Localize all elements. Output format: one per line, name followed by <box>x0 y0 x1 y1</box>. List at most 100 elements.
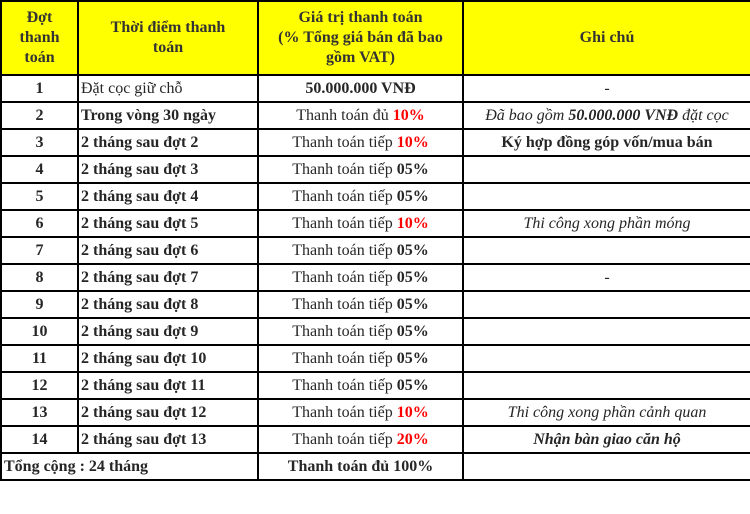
table-row: 10 2 tháng sau đợt 9 Thanh toán tiếp 05% <box>0 317 750 346</box>
text-segment: 10% <box>396 214 429 232</box>
text-segment: Thanh toán tiếp <box>292 133 397 151</box>
value-cell: Thanh toán đủ 10% <box>257 101 464 130</box>
time-cell: 2 tháng sau đợt 7 <box>77 263 259 292</box>
table-row: 3 2 tháng sau đợt 2 Thanh toán tiếp 10% … <box>0 128 750 157</box>
total-label-cell: Tổng cộng : 24 tháng <box>0 452 259 481</box>
note-cell: Ký hợp đồng góp vốn/mua bán <box>462 128 750 157</box>
note-cell: Thi công xong phần móng <box>462 209 750 238</box>
note-cell: Đã bao gồm 50.000.000 VNĐ đặt cọc <box>462 101 750 130</box>
value-cell: Thanh toán tiếp 05% <box>257 317 464 346</box>
table-row: 12 2 tháng sau đợt 11 Thanh toán tiếp 05… <box>0 371 750 400</box>
text-segment: Thanh toán tiếp <box>292 214 397 232</box>
table-row: 6 2 tháng sau đợt 5 Thanh toán tiếp 10% … <box>0 209 750 238</box>
stage-cell: 9 <box>0 290 79 319</box>
note-cell <box>462 371 750 400</box>
table-row: 13 2 tháng sau đợt 12 Thanh toán tiếp 10… <box>0 398 750 427</box>
text-segment: 05% <box>396 349 429 367</box>
stage-cell: 8 <box>0 263 79 292</box>
table-row: 2 Trong vòng 30 ngày Thanh toán đủ 10% Đ… <box>0 101 750 130</box>
text-segment: Thanh toán tiếp <box>292 349 397 367</box>
value-cell: 50.000.000 VNĐ <box>257 74 464 103</box>
stage-cell: 1 <box>0 74 79 103</box>
stage-cell: 10 <box>0 317 79 346</box>
note-cell: Nhận bàn giao căn hộ <box>462 425 750 454</box>
value-cell: Thanh toán tiếp 05% <box>257 290 464 319</box>
text-segment: - <box>604 268 610 286</box>
time-cell: 2 tháng sau đợt 5 <box>77 209 259 238</box>
value-cell: Thanh toán tiếp 10% <box>257 209 464 238</box>
stage-cell: 11 <box>0 344 79 373</box>
text-segment: Đã bao gồm <box>485 106 569 124</box>
text-segment: 10% <box>396 133 429 151</box>
note-cell <box>462 290 750 319</box>
text-segment: Thanh toán tiếp <box>292 241 397 259</box>
payment-schedule-table: Đợt thanh toán Thời điểm thanh toán Giá … <box>0 0 750 481</box>
header-cell-time: Thời điểm thanh toán <box>77 0 259 76</box>
time-cell: 2 tháng sau đợt 4 <box>77 182 259 211</box>
header-cell-value: Giá trị thanh toán (% Tổng giá bán đã ba… <box>257 0 464 76</box>
value-cell: Thanh toán tiếp 20% <box>257 425 464 454</box>
note-cell <box>462 236 750 265</box>
text-segment: 05% <box>396 376 429 394</box>
time-cell: 2 tháng sau đợt 3 <box>77 155 259 184</box>
text-segment: 20% <box>396 430 429 448</box>
time-cell: 2 tháng sau đợt 9 <box>77 317 259 346</box>
table-row: 5 2 tháng sau đợt 4 Thanh toán tiếp 05% <box>0 182 750 211</box>
text-segment: - <box>604 79 610 97</box>
text-segment: 05% <box>396 295 429 313</box>
text-segment: Thi công xong phần cảnh quan <box>507 403 707 421</box>
header-row: Đợt thanh toán Thời điểm thanh toán Giá … <box>0 0 750 76</box>
stage-cell: 7 <box>0 236 79 265</box>
time-cell: 2 tháng sau đợt 10 <box>77 344 259 373</box>
text-segment: Thanh toán tiếp <box>292 160 397 178</box>
text-segment: 05% <box>396 160 429 178</box>
time-cell: 2 tháng sau đợt 11 <box>77 371 259 400</box>
text-segment: 50.000.000 VNĐ <box>305 79 416 97</box>
table-body: 1 Đặt cọc giữ chỗ 50.000.000 VNĐ - 2 Tro… <box>0 74 750 454</box>
stage-cell: 13 <box>0 398 79 427</box>
value-cell: Thanh toán tiếp 05% <box>257 371 464 400</box>
text-segment: Nhận bàn giao căn hộ <box>533 430 681 448</box>
header-cell-stage: Đợt thanh toán <box>0 0 79 76</box>
text-segment: Thanh toán đủ 100% <box>287 457 434 475</box>
stage-cell: 3 <box>0 128 79 157</box>
table-row: 1 Đặt cọc giữ chỗ 50.000.000 VNĐ - <box>0 74 750 103</box>
header-cell-note: Ghi chú <box>462 0 750 76</box>
note-cell <box>462 344 750 373</box>
note-cell <box>462 317 750 346</box>
time-cell: 2 tháng sau đợt 2 <box>77 128 259 157</box>
text-segment: 50.000.000 VNĐ <box>568 106 679 124</box>
text-segment: 05% <box>396 241 429 259</box>
text-segment: Thanh toán tiếp <box>292 376 397 394</box>
text-segment: 10% <box>396 403 429 421</box>
table-row: 7 2 tháng sau đợt 6 Thanh toán tiếp 05% <box>0 236 750 265</box>
table-row: 9 2 tháng sau đợt 8 Thanh toán tiếp 05% <box>0 290 750 319</box>
value-cell: Thanh toán tiếp 05% <box>257 344 464 373</box>
text-segment: Thanh toán tiếp <box>292 295 397 313</box>
value-cell: Thanh toán tiếp 05% <box>257 263 464 292</box>
note-cell <box>462 155 750 184</box>
text-segment: Thanh toán đủ <box>296 106 393 124</box>
text-segment: Thanh toán tiếp <box>292 322 397 340</box>
table-row: 4 2 tháng sau đợt 3 Thanh toán tiếp 05% <box>0 155 750 184</box>
note-cell: - <box>462 263 750 292</box>
total-value-cell: Thanh toán đủ 100% <box>257 452 464 481</box>
total-note-cell <box>462 452 750 481</box>
text-segment: 05% <box>396 187 429 205</box>
text-segment: Thanh toán tiếp <box>292 403 397 421</box>
text-segment: 10% <box>392 106 425 124</box>
table-row: 11 2 tháng sau đợt 10 Thanh toán tiếp 05… <box>0 344 750 373</box>
table-row: 14 2 tháng sau đợt 13 Thanh toán tiếp 20… <box>0 425 750 454</box>
value-cell: Thanh toán tiếp 10% <box>257 398 464 427</box>
time-cell: 2 tháng sau đợt 6 <box>77 236 259 265</box>
time-cell: 2 tháng sau đợt 12 <box>77 398 259 427</box>
text-segment: 05% <box>396 268 429 286</box>
time-cell: Đặt cọc giữ chỗ <box>77 74 259 103</box>
text-segment: Thi công xong phần móng <box>523 214 691 232</box>
value-cell: Thanh toán tiếp 10% <box>257 128 464 157</box>
value-cell: Thanh toán tiếp 05% <box>257 236 464 265</box>
text-segment: Thanh toán tiếp <box>292 268 397 286</box>
table-row: 8 2 tháng sau đợt 7 Thanh toán tiếp 05% … <box>0 263 750 292</box>
text-segment: 05% <box>396 322 429 340</box>
stage-cell: 12 <box>0 371 79 400</box>
